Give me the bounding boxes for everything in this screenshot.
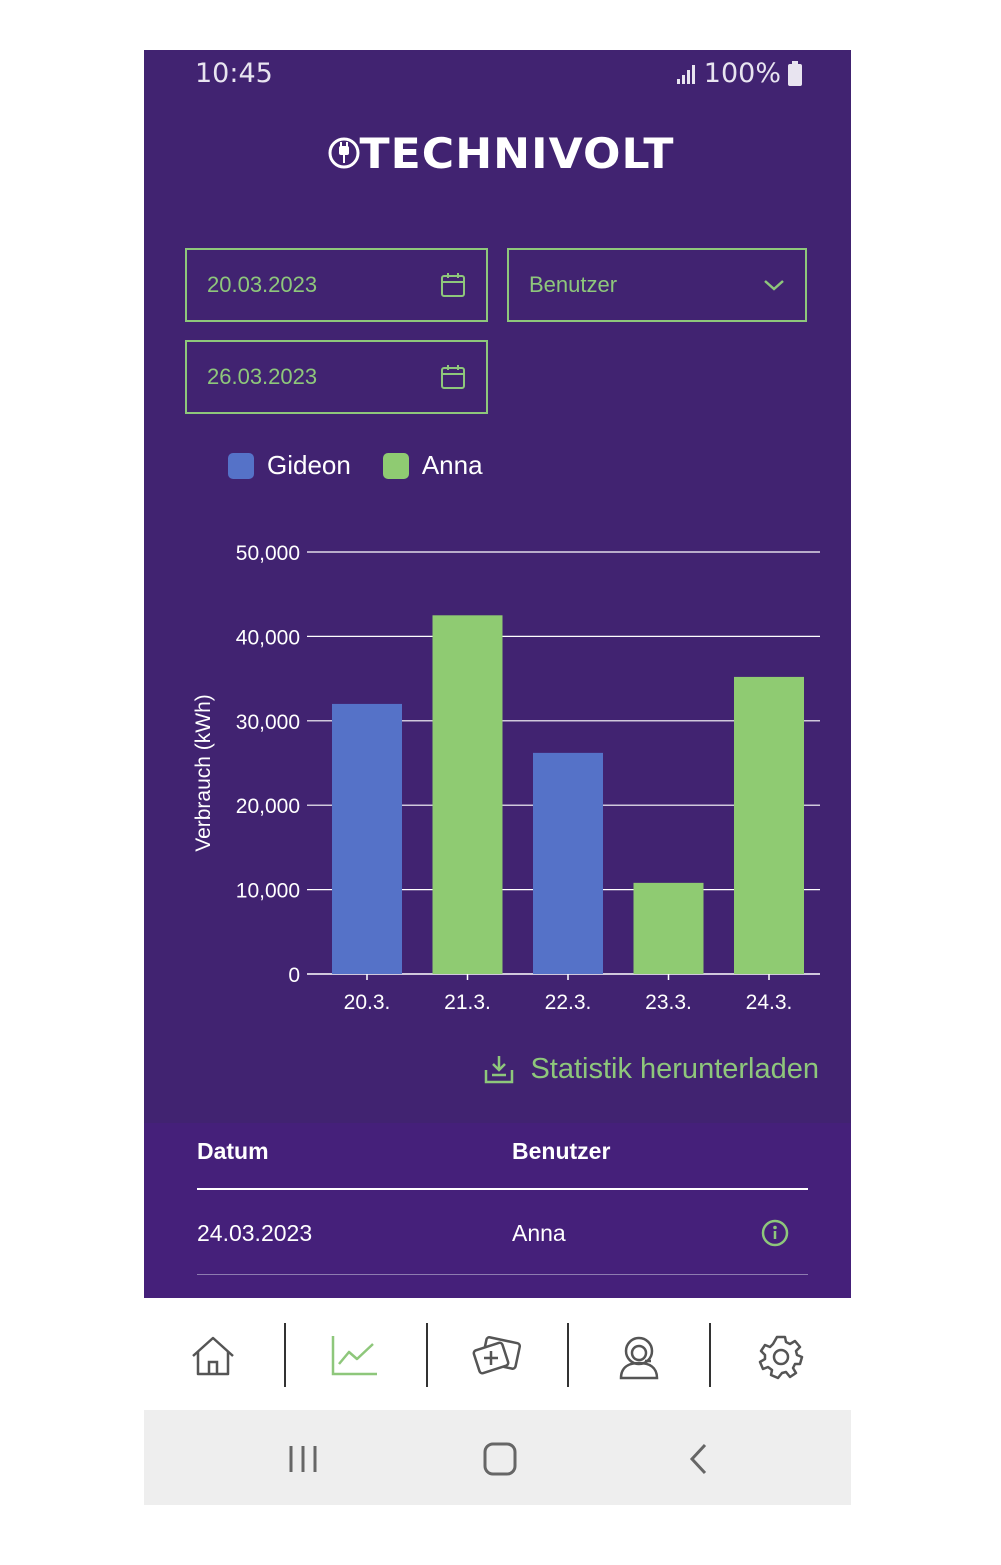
brand-logo: TECHNIVOLT [144,128,851,178]
chart-legend: Gideon Anna [228,450,515,481]
plug-logo-icon [328,137,360,169]
end-date-value: 26.03.2023 [207,364,318,389]
x-tick-label: 23.3. [645,991,692,1014]
chart-icon[interactable] [330,1334,380,1378]
recent-apps-icon[interactable] [288,1444,318,1474]
charging-table: Datum Benutzer 24.03.2023 Anna [144,1123,851,1298]
chevron-down-icon[interactable] [763,278,785,292]
back-icon[interactable] [687,1442,709,1476]
download-icon [485,1055,514,1083]
y-tick-label: 10,000 [236,880,300,903]
nav-separator [709,1323,711,1387]
consumption-bar-chart: 0 10,000 20,000 30,000 40,000 50,000 20.3. 21.3… [192,542,820,1014]
calendar-icon[interactable] [440,272,466,298]
download-label: Statistik herunterladen [530,1053,819,1085]
status-time: 10:45 [195,58,273,89]
info-icon[interactable] [761,1219,789,1247]
row-date: 24.03.2023 [197,1220,313,1246]
home-button-icon[interactable] [483,1442,517,1476]
start-date-value: 20.03.2023 [207,272,318,297]
header-divider [197,1188,808,1190]
legend-label: Gideon [267,450,351,480]
y-tick-label: 30,000 [236,711,300,734]
y-tick-label: 50,000 [236,542,300,565]
calendar-icon[interactable] [440,364,466,390]
download-statistics-button[interactable]: Statistik herunterladen [482,1053,819,1086]
end-date-field[interactable]: 26.03.2023 [185,340,488,414]
y-tick-label: 0 [288,964,300,987]
legend-swatch [228,452,254,479]
bar [633,882,704,974]
bar [332,703,402,974]
row-user: Anna [512,1220,566,1246]
user-select[interactable]: Benutzer [507,248,807,322]
x-tick-label: 21.3. [444,991,491,1014]
nav-separator [284,1323,286,1387]
bar [533,752,603,974]
brand-name: TECHNIVOLT [359,128,676,178]
y-axis-label: Verbrauch (kWh) [192,694,215,852]
start-date-field[interactable]: 20.03.2023 [185,248,488,322]
legend-item-gideon[interactable]: Gideon [228,450,351,481]
battery-icon [788,60,802,86]
battery-percent: 100% [703,58,781,89]
support-icon[interactable] [615,1334,663,1380]
legend-item-anna[interactable]: Anna [382,450,483,481]
card-add-icon[interactable] [472,1334,524,1378]
x-tick-label: 22.3. [545,991,592,1014]
column-header-user: Benutzer [512,1138,611,1164]
nav-separator [567,1323,569,1387]
gear-icon[interactable] [758,1334,804,1380]
bar [432,615,503,974]
x-tick-label: 24.3. [746,991,793,1014]
nav-separator [426,1323,428,1387]
home-icon[interactable] [189,1334,237,1378]
phone-frame: 10:45 100% TECHNIVOLT [144,50,851,1505]
y-tick-label: 20,000 [236,795,300,818]
y-tick-label: 40,000 [236,626,300,649]
signal-icon [676,64,695,84]
system-navigation-bar [144,1410,851,1505]
app-screen: 10:45 100% TECHNIVOLT [144,50,851,1298]
status-indicators: 100% [676,58,803,89]
column-header-date: Datum [197,1138,269,1164]
bar [734,676,804,974]
legend-swatch [382,452,409,479]
bottom-navigation [144,1298,851,1410]
row-divider [197,1274,808,1275]
legend-label: Anna [421,450,483,480]
user-select-value: Benutzer [529,272,618,297]
x-tick-label: 20.3. [344,991,391,1014]
